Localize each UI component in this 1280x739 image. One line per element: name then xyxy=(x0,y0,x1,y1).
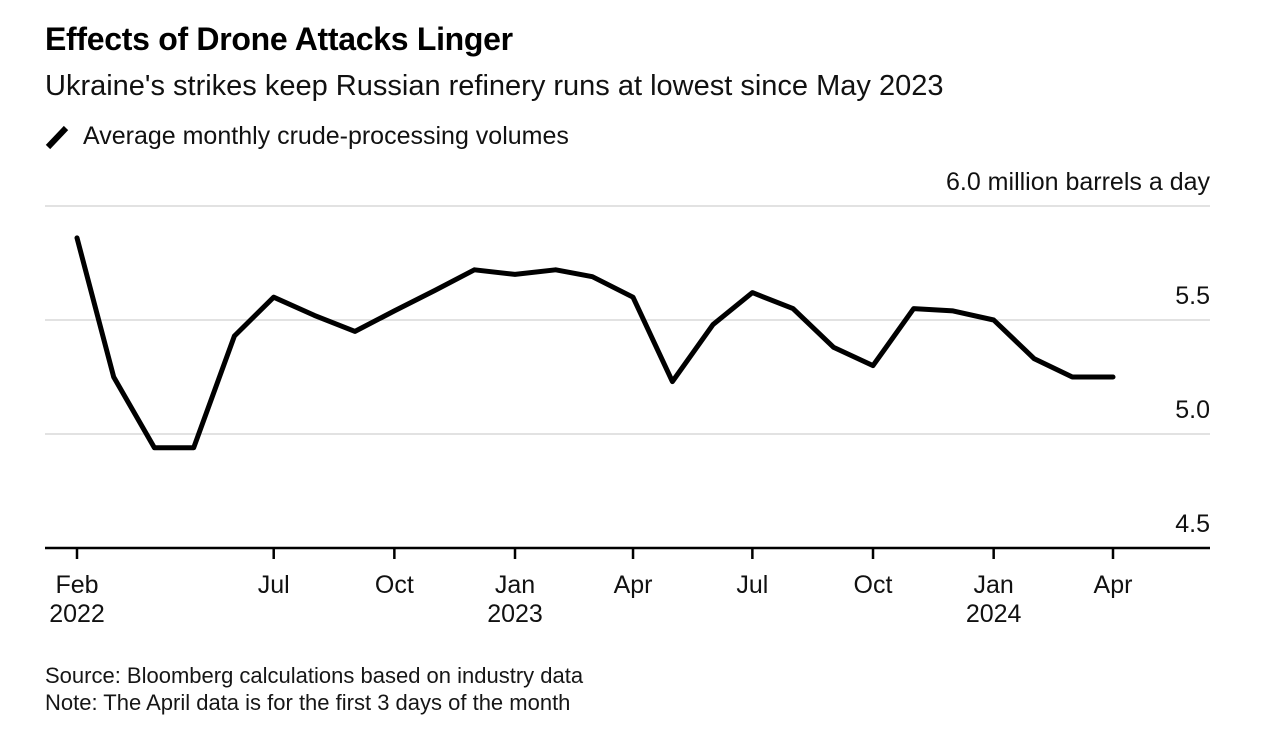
x-tick-year-label: 2022 xyxy=(49,600,105,628)
x-tick-label: Oct xyxy=(375,571,414,599)
x-tick-label: Apr xyxy=(614,571,653,599)
y-axis-label: 6.0 million barrels a day xyxy=(946,168,1211,196)
x-tick-label: Oct xyxy=(854,571,893,599)
x-tick-label: Jul xyxy=(736,571,768,599)
crude-processing-line xyxy=(74,235,1116,451)
y-axis-label: 5.5 xyxy=(1175,282,1210,310)
x-tick-label: Apr xyxy=(1094,571,1133,599)
page-title: Effects of Drone Attacks Linger xyxy=(45,21,513,57)
y-axis-label: 4.5 xyxy=(1175,510,1210,538)
x-tick-label: Jul xyxy=(258,571,290,599)
legend-label: Average monthly crude-processing volumes xyxy=(83,122,569,150)
footer: Source: Bloomberg calculations based on … xyxy=(45,662,583,716)
chart-subtitle: Ukraine's strikes keep Russian refinery … xyxy=(45,70,944,102)
y-axis-label: 5.0 xyxy=(1175,396,1210,424)
line-series-icon xyxy=(45,125,69,149)
legend: Average monthly crude-processing volumes xyxy=(45,122,569,151)
x-tick-year-label: 2023 xyxy=(487,600,543,628)
source-note: Source: Bloomberg calculations based on … xyxy=(45,663,584,688)
x-tick-label: Jan xyxy=(495,571,535,599)
x-tick-year-label: 2024 xyxy=(966,600,1022,628)
x-tick-label: Jan xyxy=(974,571,1014,599)
x-tick-label: Feb xyxy=(55,571,98,599)
data-note: Note: The April data is for the first 3 … xyxy=(45,690,571,715)
